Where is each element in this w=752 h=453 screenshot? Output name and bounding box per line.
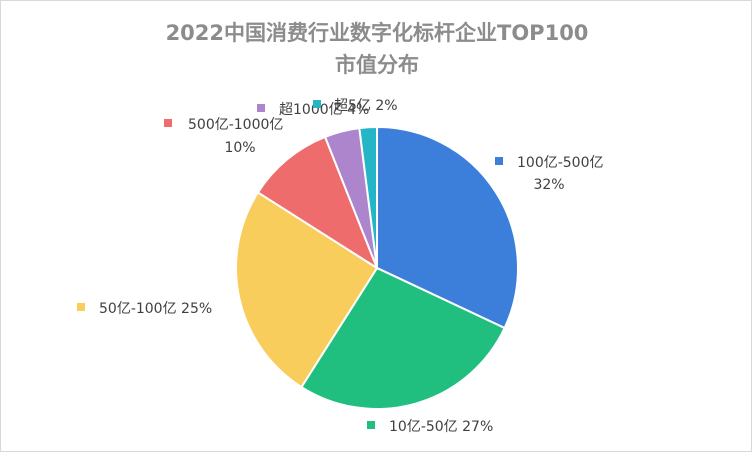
pie-slice <box>358 125 378 269</box>
data-label-marker <box>164 119 172 127</box>
pie-slice <box>235 191 379 389</box>
data-label-percent: 10% <box>224 140 255 156</box>
data-label: 10亿-50亿 27% <box>389 419 493 435</box>
data-label: 超1000亿 4% <box>279 102 369 118</box>
chart-title-line-1: 2022中国消费行业数字化标杆企业TOP100 <box>166 21 589 45</box>
data-label-percent: 4% <box>343 102 370 118</box>
data-label: 超5亿 2% <box>334 98 398 114</box>
data-labels: 100亿-500亿 32% 10亿-50亿 27% 50亿-100亿 25% 500亿-… <box>77 98 604 435</box>
data-label-category: 50亿-100亿 <box>99 301 177 317</box>
data-label-percent: 27% <box>458 419 494 435</box>
pie-slice <box>300 266 506 410</box>
data-label-category: 100亿-500亿 <box>517 155 604 171</box>
chart-title-line-2: 市值分布 <box>335 53 419 77</box>
data-label-marker <box>495 157 503 165</box>
data-label-marker <box>367 421 375 429</box>
pie-slice <box>376 125 519 330</box>
data-label-marker <box>77 303 85 311</box>
data-label-category: 10亿-50亿 <box>389 419 458 435</box>
data-label-category: 超1000亿 <box>279 102 343 118</box>
data-label-percent: 2% <box>371 98 398 114</box>
data-label-marker <box>257 104 265 112</box>
data-label-percent: 32% <box>533 177 564 193</box>
data-label-percent: 25% <box>177 301 213 317</box>
data-label: 50亿-100亿 25% <box>99 301 212 317</box>
data-label-marker <box>313 100 321 108</box>
pie-slices <box>235 125 519 410</box>
pie-slice <box>256 135 380 271</box>
data-label-category: 500亿-1000亿 <box>188 117 283 133</box>
data-label-category: 超5亿 <box>334 98 371 114</box>
